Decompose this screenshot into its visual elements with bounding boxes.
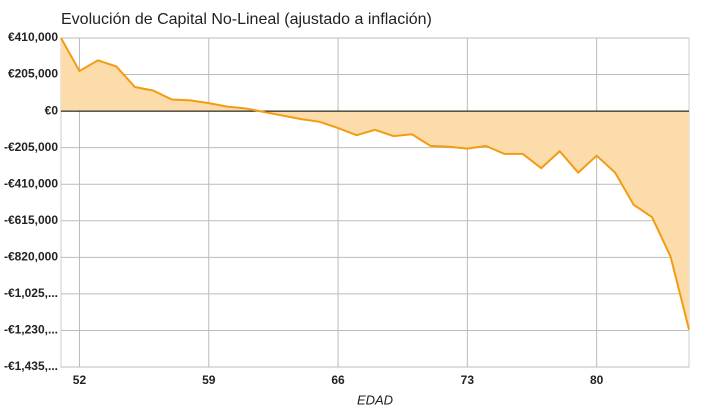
y-tick-label: -€1,230,... (4, 323, 58, 337)
chart-title: Evolución de Capital No-Lineal (ajustado… (61, 11, 432, 28)
y-tick-label: €205,000 (8, 67, 58, 81)
y-tick-label: -€820,000 (4, 250, 58, 264)
y-tick-label: -€1,025,... (4, 286, 58, 300)
x-tick-label: 80 (590, 373, 604, 387)
y-tick-label: -€205,000 (4, 140, 58, 154)
plot-frame (60, 37, 690, 368)
y-tick-label: €410,000 (8, 30, 58, 44)
x-tick-label: 66 (331, 373, 345, 387)
y-tick-label: €0 (45, 103, 59, 117)
x-axis-label: EDAD (357, 392, 393, 407)
y-tick-label: -€1,435,... (4, 359, 58, 373)
x-tick-label: 52 (73, 373, 87, 387)
y-tick-label: -€410,000 (4, 176, 58, 190)
x-tick-label: 73 (461, 373, 475, 387)
line (60, 37, 690, 330)
x-tick-label: 59 (202, 373, 216, 387)
y-tick-label: -€615,000 (4, 213, 58, 227)
